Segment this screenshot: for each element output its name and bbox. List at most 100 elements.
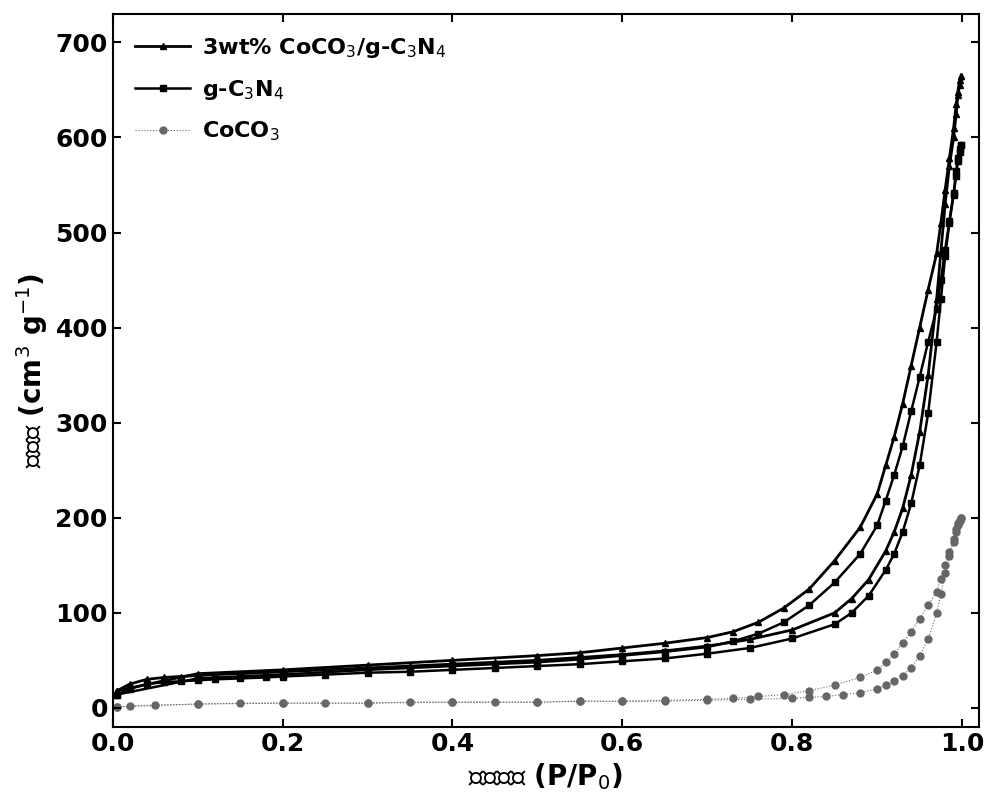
3wt% CoCO$_3$/g-C$_3$N$_4$ [659,646,671,655]
3wt% CoCO$_3$/g-C$_3$N$_4$ [531,655,543,665]
CoCO$_3$ [803,692,815,702]
CoCO$_3$ [404,697,416,707]
g-C$_3$N$_4$ [880,565,892,575]
g-C$_3$N$_4$ [175,676,187,686]
g-C$_3$N$_4$ [234,674,246,683]
3wt% CoCO$_3$/g-C$_3$N$_4$ [914,427,926,437]
g-C$_3$N$_4$ [744,643,756,653]
CoCO$_3$ [192,700,204,709]
3wt% CoCO$_3$/g-C$_3$N$_4$ [616,650,628,659]
CoCO$_3$ [880,680,892,690]
CoCO$_3$ [820,692,832,701]
3wt% CoCO$_3$/g-C$_3$N$_4$ [744,634,756,644]
g-C$_3$N$_4$ [158,677,170,687]
CoCO$_3$ [954,516,966,526]
3wt% CoCO$_3$/g-C$_3$N$_4$ [939,199,951,209]
g-C$_3$N$_4$ [260,673,272,683]
g-C$_3$N$_4$ [616,656,628,666]
3wt% CoCO$_3$/g-C$_3$N$_4$ [192,671,204,680]
Line: CoCO$_3$: CoCO$_3$ [113,514,965,710]
CoCO$_3$ [897,671,909,680]
g-C$_3$N$_4$ [141,679,153,689]
Line: 3wt% CoCO$_3$/g-C$_3$N$_4$: 3wt% CoCO$_3$/g-C$_3$N$_4$ [113,73,965,694]
3wt% CoCO$_3$/g-C$_3$N$_4$ [175,671,187,681]
g-C$_3$N$_4$ [905,499,917,509]
3wt% CoCO$_3$/g-C$_3$N$_4$ [950,109,962,118]
CoCO$_3$ [943,551,955,561]
X-axis label: 相对压力 (P/P$_0$): 相对压力 (P/P$_0$) [468,762,623,792]
CoCO$_3$ [955,513,967,522]
CoCO$_3$ [837,690,849,700]
3wt% CoCO$_3$/g-C$_3$N$_4$ [943,161,955,171]
CoCO$_3$ [446,697,458,707]
3wt% CoCO$_3$/g-C$_3$N$_4$ [209,670,221,679]
g-C$_3$N$_4$ [701,649,713,659]
g-C$_3$N$_4$ [931,337,943,347]
Line: g-C$_3$N$_4$: g-C$_3$N$_4$ [113,142,965,698]
g-C$_3$N$_4$ [192,675,204,685]
CoCO$_3$ [922,634,934,644]
CoCO$_3$ [905,663,917,673]
3wt% CoCO$_3$/g-C$_3$N$_4$ [897,504,909,513]
3wt% CoCO$_3$/g-C$_3$N$_4$ [829,608,841,617]
3wt% CoCO$_3$/g-C$_3$N$_4$ [880,546,892,556]
g-C$_3$N$_4$ [829,619,841,629]
CoCO$_3$ [854,688,866,697]
3wt% CoCO$_3$/g-C$_3$N$_4$ [277,667,289,676]
3wt% CoCO$_3$/g-C$_3$N$_4$ [952,89,964,99]
Legend: 3wt% CoCO$_3$/g-C$_3$N$_4$, g-C$_3$N$_4$, CoCO$_3$: 3wt% CoCO$_3$/g-C$_3$N$_4$, g-C$_3$N$_4$… [124,25,457,155]
g-C$_3$N$_4$ [786,634,798,643]
CoCO$_3$ [489,697,501,707]
CoCO$_3$ [574,696,586,706]
g-C$_3$N$_4$ [574,659,586,669]
CoCO$_3$ [952,521,964,530]
3wt% CoCO$_3$/g-C$_3$N$_4$ [111,686,123,696]
3wt% CoCO$_3$/g-C$_3$N$_4$ [935,247,947,256]
3wt% CoCO$_3$/g-C$_3$N$_4$ [786,625,798,635]
g-C$_3$N$_4$ [939,251,951,261]
g-C$_3$N$_4$ [922,409,934,418]
CoCO$_3$ [786,693,798,703]
g-C$_3$N$_4$ [888,549,900,559]
g-C$_3$N$_4$ [952,156,964,166]
CoCO$_3$ [319,698,331,708]
CoCO$_3$ [701,696,713,705]
3wt% CoCO$_3$/g-C$_3$N$_4$ [489,658,501,667]
3wt% CoCO$_3$/g-C$_3$N$_4$ [948,133,960,143]
g-C$_3$N$_4$ [404,667,416,676]
g-C$_3$N$_4$ [955,140,967,150]
Y-axis label: 孔体积 (cm$^3$ g$^{-1}$): 孔体积 (cm$^3$ g$^{-1}$) [14,273,50,467]
CoCO$_3$ [362,698,374,708]
3wt% CoCO$_3$/g-C$_3$N$_4$ [141,675,153,684]
3wt% CoCO$_3$/g-C$_3$N$_4$ [362,663,374,673]
CoCO$_3$ [914,650,926,660]
CoCO$_3$ [871,684,883,694]
g-C$_3$N$_4$ [950,171,962,181]
g-C$_3$N$_4$ [659,654,671,663]
g-C$_3$N$_4$ [111,690,123,700]
3wt% CoCO$_3$/g-C$_3$N$_4$ [234,669,246,679]
g-C$_3$N$_4$ [489,663,501,673]
3wt% CoCO$_3$/g-C$_3$N$_4$ [701,642,713,651]
3wt% CoCO$_3$/g-C$_3$N$_4$ [863,575,875,584]
g-C$_3$N$_4$ [948,189,960,199]
CoCO$_3$ [277,698,289,708]
g-C$_3$N$_4$ [935,294,947,304]
g-C$_3$N$_4$ [277,671,289,681]
3wt% CoCO$_3$/g-C$_3$N$_4$ [931,294,943,304]
3wt% CoCO$_3$/g-C$_3$N$_4$ [954,81,966,90]
3wt% CoCO$_3$/g-C$_3$N$_4$ [846,594,858,604]
3wt% CoCO$_3$/g-C$_3$N$_4$ [260,668,272,678]
g-C$_3$N$_4$ [846,608,858,617]
3wt% CoCO$_3$/g-C$_3$N$_4$ [955,71,967,81]
CoCO$_3$ [149,700,161,710]
3wt% CoCO$_3$/g-C$_3$N$_4$ [888,527,900,537]
g-C$_3$N$_4$ [914,460,926,470]
CoCO$_3$ [935,589,947,599]
CoCO$_3$ [659,696,671,706]
3wt% CoCO$_3$/g-C$_3$N$_4$ [574,653,586,663]
g-C$_3$N$_4$ [863,591,875,600]
CoCO$_3$ [888,676,900,686]
g-C$_3$N$_4$ [954,147,966,156]
CoCO$_3$ [744,695,756,704]
